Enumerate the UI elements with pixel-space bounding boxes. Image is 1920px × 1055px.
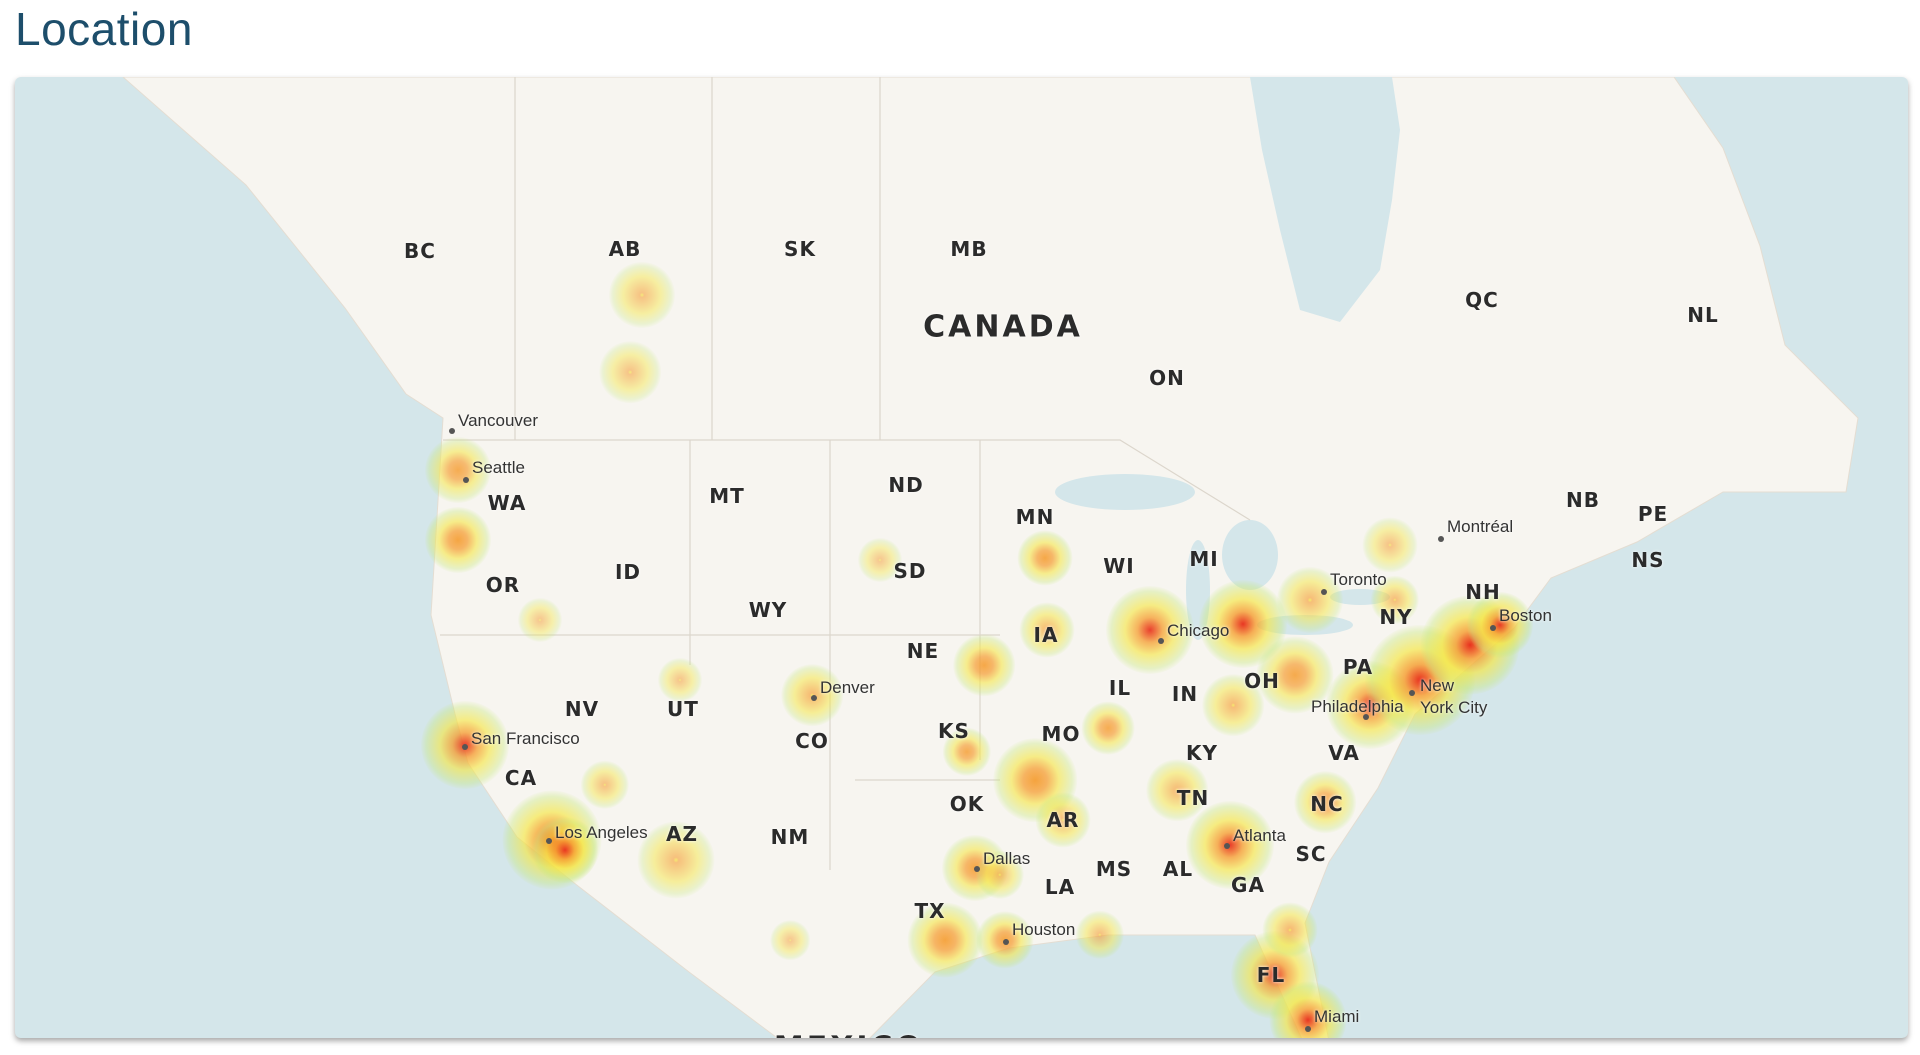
region-label-sc: SC: [1295, 842, 1327, 866]
city-label-atlanta: Atlanta: [1233, 826, 1286, 845]
region-label-sk: SK: [784, 237, 816, 261]
region-label-nv: NV: [564, 697, 600, 721]
region-label-wi: WI: [1103, 554, 1135, 578]
city-marker-seattle: [463, 477, 469, 483]
city-marker-denver: [811, 695, 817, 701]
city-marker-philadelphia: [1363, 714, 1369, 720]
region-label-mo: MO: [1041, 722, 1081, 746]
city-label-los-angeles: Los Angeles: [555, 823, 648, 842]
land: [122, 77, 1859, 1038]
city-marker-boston: [1490, 625, 1496, 631]
region-label-al: AL: [1162, 857, 1194, 881]
city-marker-new-york-city: [1409, 690, 1415, 696]
region-label-mi: MI: [1189, 547, 1219, 571]
borders: [440, 77, 1251, 870]
region-label-ky: KY: [1186, 741, 1218, 765]
city-label-seattle: Seattle: [472, 458, 525, 477]
city-label-boston: Boston: [1499, 606, 1552, 625]
region-label-pa: PA: [1342, 655, 1374, 679]
region-label-nl: NL: [1687, 303, 1719, 327]
city-label-denver: Denver: [820, 678, 875, 697]
city-marker-los-angeles: [546, 838, 552, 844]
city-label-chicago: Chicago: [1167, 621, 1230, 640]
city-marker-chicago: [1158, 638, 1164, 644]
city-label-san-francisco: San Francisco: [471, 729, 580, 748]
region-label-wy: WY: [748, 598, 788, 622]
region-label-az: AZ: [666, 822, 698, 846]
city-label-philadelphia: Philadelphia: [1311, 697, 1404, 716]
region-label-ia: IA: [1033, 623, 1059, 647]
region-label-ns: NS: [1631, 548, 1665, 572]
hudson-bay: [1250, 77, 1400, 322]
city-marker-toronto: [1321, 589, 1327, 595]
country-label-canada: CANADA: [923, 309, 1083, 345]
region-label-nc: NC: [1310, 792, 1344, 816]
region-label-co: CO: [795, 729, 829, 753]
section-title: Location: [15, 3, 193, 55]
region-label-on: ON: [1149, 366, 1185, 390]
city-marker-vancouver: [449, 428, 455, 434]
region-label-ok: OK: [949, 792, 985, 816]
region-label-in: IN: [1171, 682, 1199, 706]
region-label-nb: NB: [1566, 488, 1600, 512]
city-label-houston: Houston: [1012, 920, 1076, 939]
city-label-toronto: Toronto: [1330, 570, 1387, 589]
city-marker-dallas: [974, 866, 980, 872]
city-marker-san-francisco: [462, 744, 468, 750]
city-label-vancouver: Vancouver: [458, 411, 539, 430]
city-marker-montr-al: [1438, 536, 1444, 542]
region-label-bc: BC: [404, 239, 436, 263]
region-label-mb: MB: [950, 237, 988, 261]
region-label-fl: FL: [1256, 963, 1286, 987]
city-label-new-york-city: New York City: [1420, 676, 1488, 717]
region-label-ab: AB: [608, 237, 642, 261]
region-label-or: OR: [485, 573, 521, 597]
country-label-mexico: MEXICO: [774, 1031, 924, 1039]
region-label-ca: CA: [504, 766, 538, 790]
region-label-nh: NH: [1465, 580, 1501, 604]
region-label-ks: KS: [938, 719, 970, 743]
region-label-ny: NY: [1379, 605, 1413, 629]
city-marker-atlanta: [1224, 843, 1230, 849]
region-label-sd: SD: [893, 559, 927, 583]
region-label-oh: OH: [1244, 669, 1280, 693]
basemap: [122, 77, 1859, 1038]
city-label-miami: Miami: [1314, 1007, 1360, 1026]
region-label-ga: GA: [1231, 873, 1265, 897]
city-marker-houston: [1003, 939, 1009, 945]
region-label-pe: PE: [1637, 502, 1669, 526]
region-label-va: VA: [1328, 741, 1360, 765]
region-label-tn: TN: [1176, 786, 1210, 810]
region-label-il: IL: [1108, 676, 1132, 700]
region-label-ar: AR: [1046, 808, 1080, 832]
region-label-ne: NE: [906, 639, 940, 663]
region-label-id: ID: [614, 560, 642, 584]
city-marker-miami: [1305, 1026, 1311, 1032]
region-label-tx: TX: [914, 899, 946, 923]
region-label-nm: NM: [770, 825, 810, 849]
location-heatmap[interactable]: BC AB SK MB QC NL ON NB PE NS WA OR ID MT ND MN SD WY WI MI…: [15, 77, 1908, 1038]
region-label-la: LA: [1044, 875, 1076, 899]
region-label-ms: MS: [1095, 857, 1133, 881]
region-label-mn: MN: [1015, 505, 1055, 529]
region-label-wa: WA: [487, 491, 527, 515]
city-label-montr-al: Montréal: [1447, 517, 1514, 536]
city-label-dallas: Dallas: [983, 849, 1031, 868]
region-label-ut: UT: [667, 697, 699, 721]
region-label-mt: MT: [709, 484, 745, 508]
region-label-qc: QC: [1465, 288, 1499, 312]
region-label-nd: ND: [888, 473, 924, 497]
